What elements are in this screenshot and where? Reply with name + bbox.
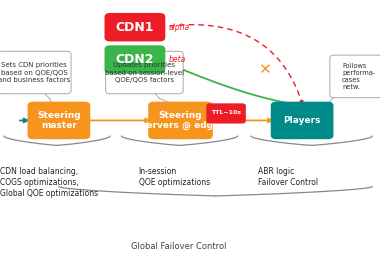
FancyBboxPatch shape [105,45,165,74]
Text: CDN2: CDN2 [116,53,154,66]
Text: Global Failover Control: Global Failover Control [131,242,226,251]
Text: Players: Players [283,116,321,125]
Text: CDN1: CDN1 [116,21,154,34]
Text: ✕: ✕ [258,62,271,77]
Text: Steering
master: Steering master [37,111,81,130]
Text: TTL~10s: TTL~10s [211,110,241,115]
Text: alpha: alpha [169,23,190,32]
FancyBboxPatch shape [148,102,213,139]
Text: ABR logic
Failover Control: ABR logic Failover Control [258,167,318,187]
FancyBboxPatch shape [105,13,165,41]
FancyBboxPatch shape [330,55,380,98]
Text: CDN load balancing,
COGS optimizations,
Global QOE optimizations: CDN load balancing, COGS optimizations, … [0,167,98,198]
Text: In-session
QOE optimizations: In-session QOE optimizations [139,167,210,187]
Text: Updates priorities
based on session-level
QOE/QOS factors: Updates priorities based on session-leve… [105,62,184,83]
Text: beta: beta [169,55,186,64]
Text: Sets CDN priorities
based on QOE/QOS
and business factors: Sets CDN priorities based on QOE/QOS and… [0,62,70,83]
FancyBboxPatch shape [27,102,90,139]
Text: Follows
performa-
cases
netw.: Follows performa- cases netw. [342,63,375,90]
FancyBboxPatch shape [206,103,246,124]
FancyBboxPatch shape [0,51,71,94]
Text: Steering
servers @ edge: Steering servers @ edge [141,111,220,130]
FancyBboxPatch shape [271,102,334,139]
FancyBboxPatch shape [106,51,183,94]
